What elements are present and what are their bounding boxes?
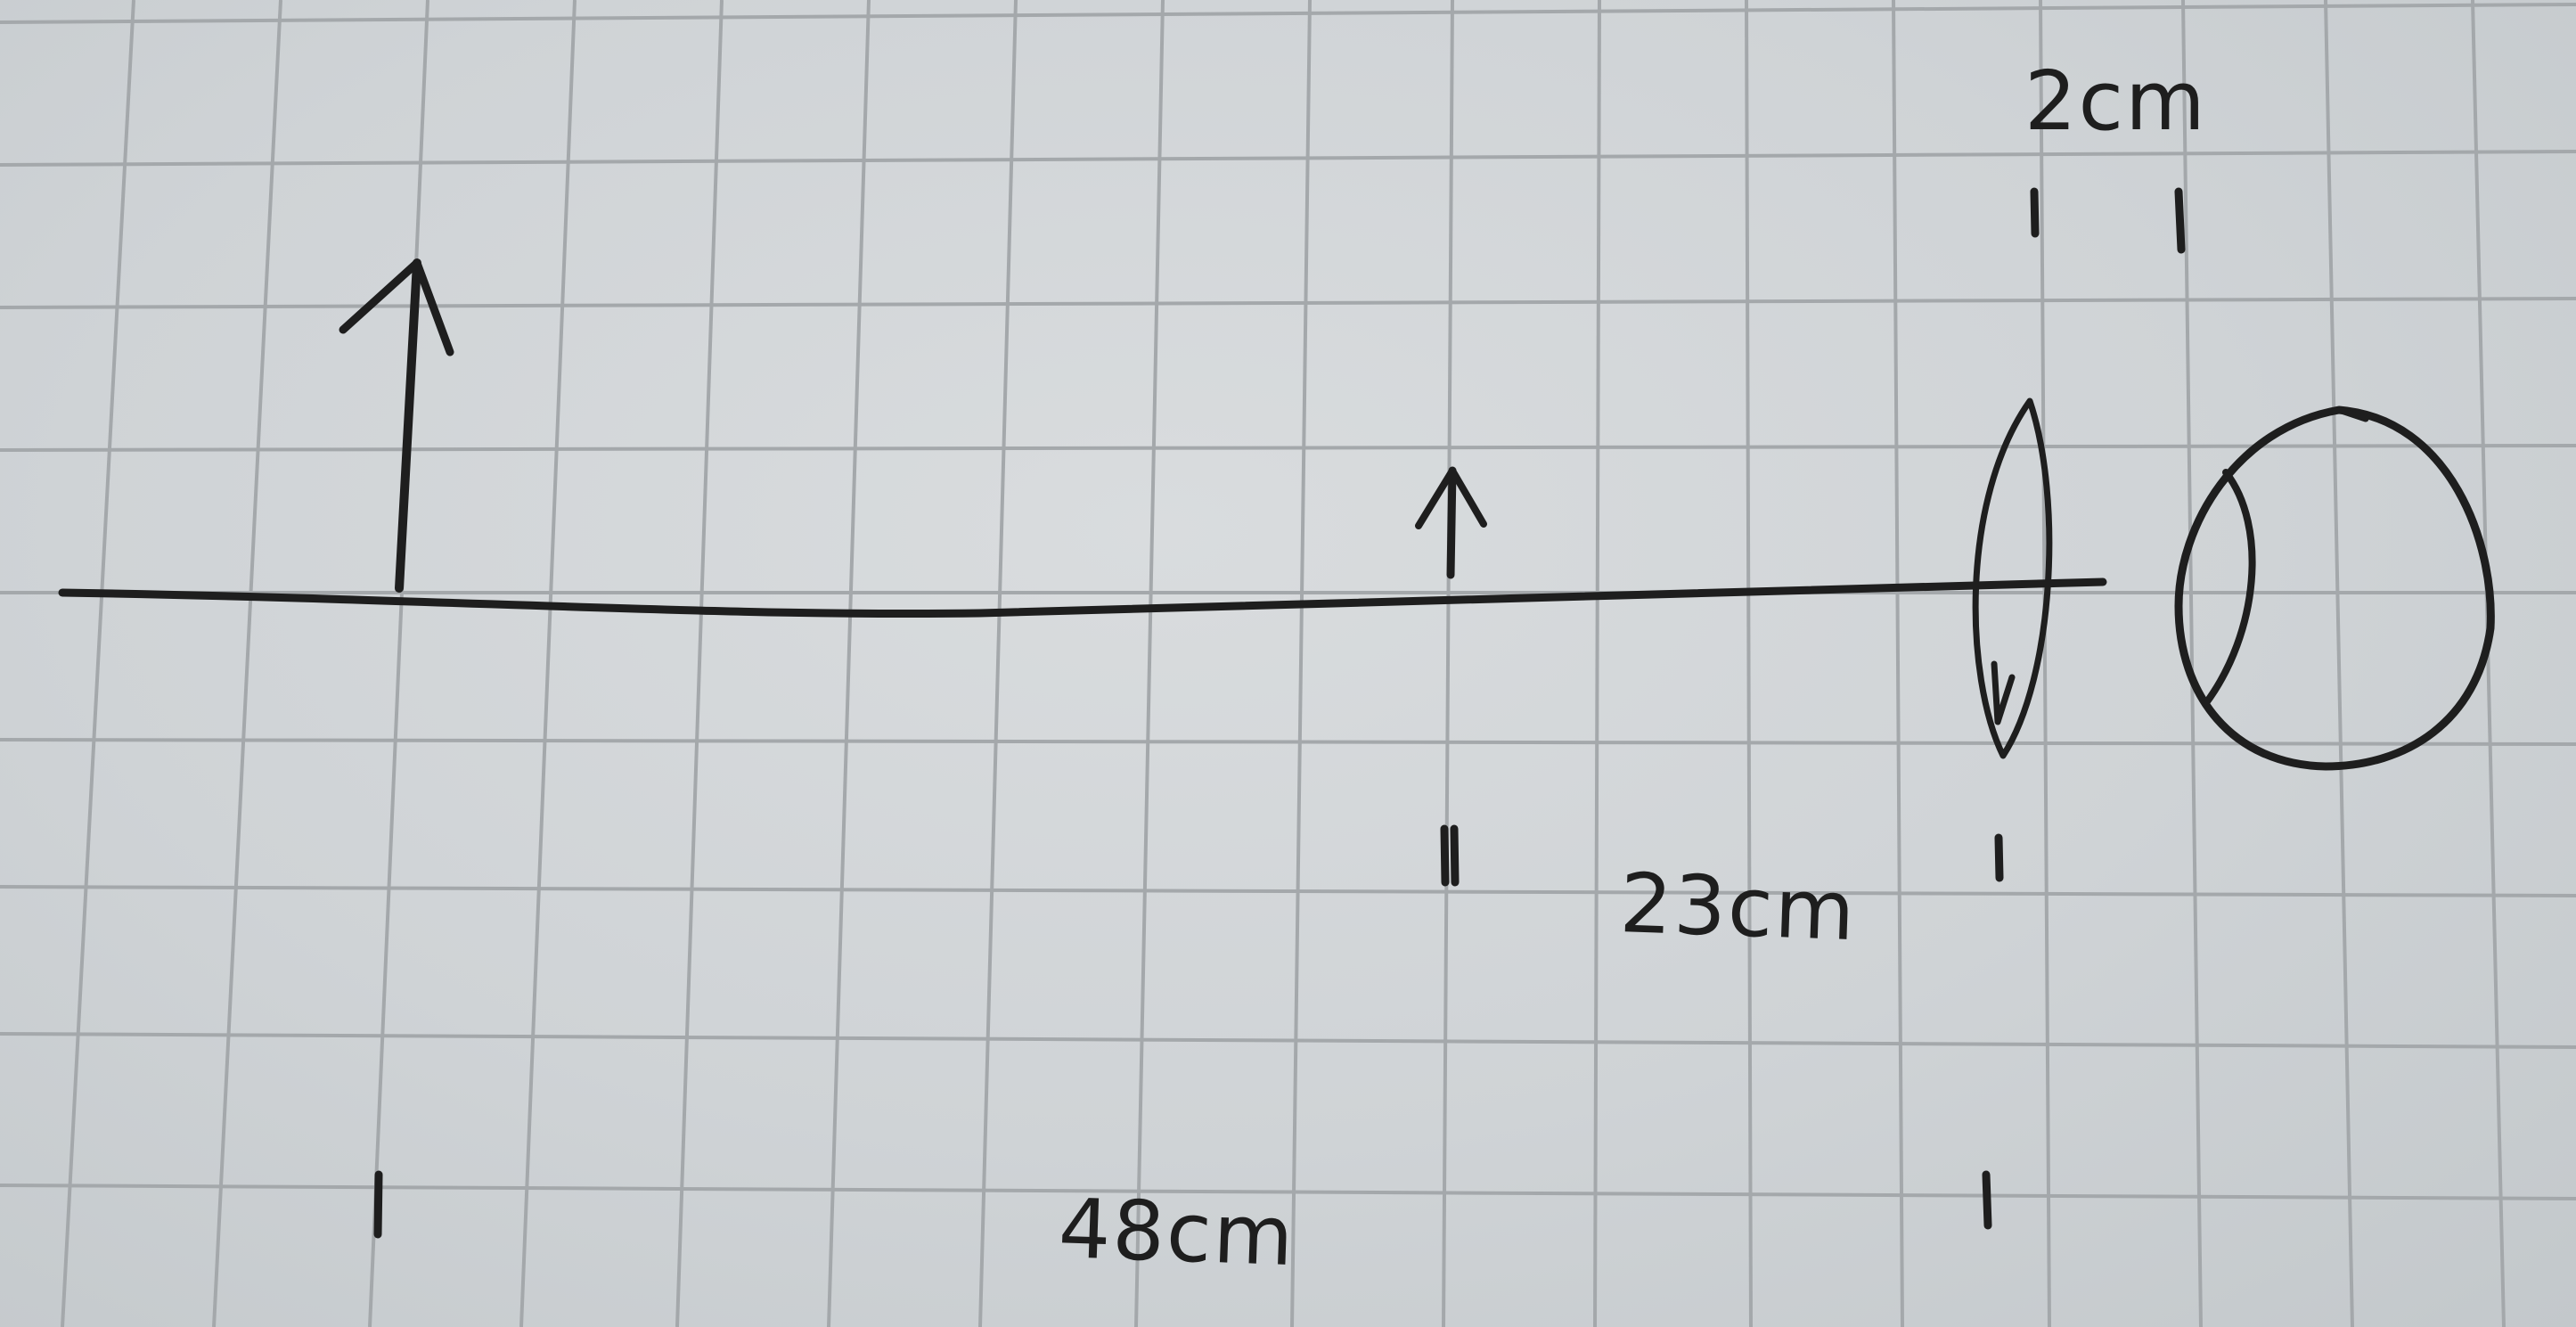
eye-drawing (2174, 405, 2495, 771)
convex-lens-shape (1972, 397, 2053, 759)
distance-tick-marks (373, 187, 2186, 1239)
eye-lens-distance-label: 2cm (2024, 53, 2207, 149)
vertical-grid-lines (61, 0, 2506, 1327)
small-object-arrow (1415, 466, 1487, 579)
small-object-lens-distance-label: 23cm (1618, 856, 1859, 960)
optical-axis-line (58, 577, 2107, 618)
large-object-arrow (339, 258, 454, 593)
large-object-lens-distance-label: 48cm (1057, 1181, 1297, 1285)
